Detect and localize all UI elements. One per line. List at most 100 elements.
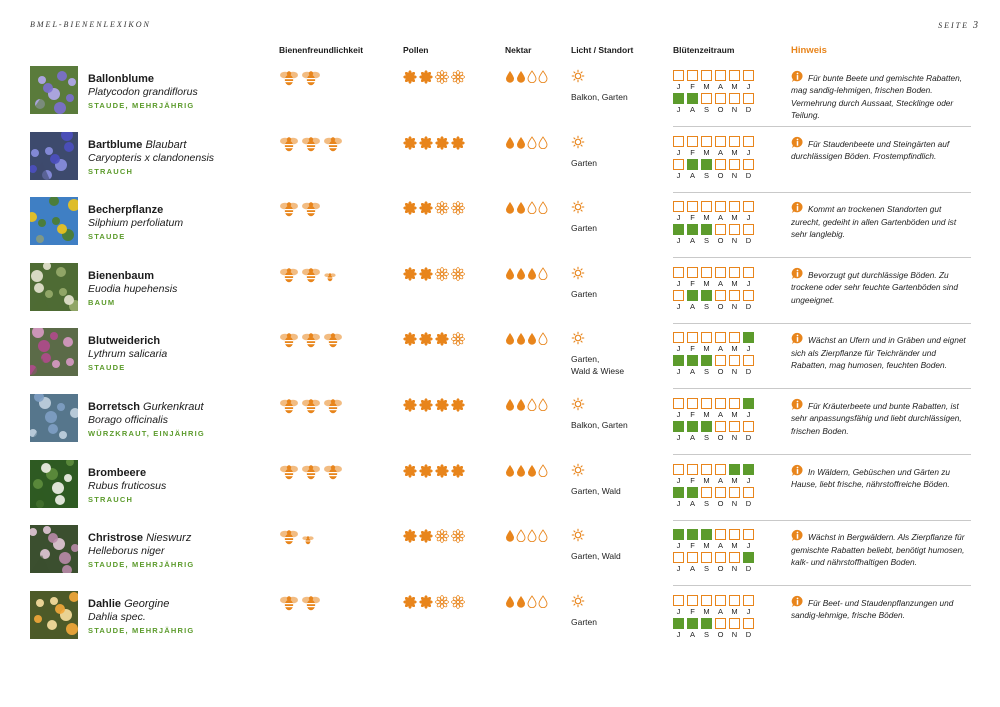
plant-type: STAUDE, MEHRJÄHRIG xyxy=(88,101,195,110)
info-bubble-icon xyxy=(791,529,804,542)
month-label: A xyxy=(689,170,695,180)
bloom-month-cell xyxy=(743,201,754,213)
bee-rating xyxy=(279,527,315,547)
location-line: Balkon, Garten xyxy=(571,420,628,430)
month-label: A xyxy=(689,301,695,311)
sun-icon xyxy=(571,331,585,345)
pollen-flower-icon xyxy=(435,398,449,412)
month-label: M xyxy=(703,475,710,485)
month-label: A xyxy=(689,236,695,246)
bloom-month-cell xyxy=(743,93,754,104)
bloom-month-cell xyxy=(729,529,740,541)
nectar-drop-outline-icon xyxy=(538,135,548,149)
bee-rating xyxy=(279,462,343,482)
hint-text: Für Kräuterbeete und bunte Rabatten, ist… xyxy=(791,398,969,437)
bloom-month-cell xyxy=(673,266,684,278)
pollen-rating xyxy=(403,332,465,347)
month-label: D xyxy=(745,301,752,311)
column-header-pollen: Pollen xyxy=(403,45,429,55)
month-label: J xyxy=(676,629,681,639)
bloom-month-cell xyxy=(673,201,684,213)
bloom-month-cell xyxy=(743,289,754,301)
bloom-month-cell xyxy=(743,224,754,236)
bloom-month-cell xyxy=(743,135,754,147)
bloom-month-cell xyxy=(687,398,698,409)
bloom-month-cell xyxy=(701,617,712,629)
plant-names: Ballonblume Platycodon grandiflorus STAU… xyxy=(88,73,268,110)
bloom-month-cell xyxy=(715,224,726,236)
nectar-drop-outline-icon xyxy=(538,201,548,215)
bloom-month-cell xyxy=(701,529,712,541)
pollen-rating xyxy=(403,594,465,609)
sun-icon xyxy=(571,397,585,411)
nectar-drop-icon xyxy=(505,332,515,346)
bloom-month-cell xyxy=(715,594,726,606)
bloom-month-cell xyxy=(673,158,684,170)
nectar-drop-icon xyxy=(516,398,526,411)
bloom-row-jan-jun xyxy=(673,332,773,344)
month-label: J xyxy=(746,606,751,616)
hint-text: Für bunte Beete und gemischte Rabatten, … xyxy=(791,70,969,122)
bee-rating xyxy=(279,265,337,285)
plant-name-text: Ballonblume xyxy=(88,73,155,85)
bee-icon xyxy=(301,332,321,348)
plant-common-name: Brombeere xyxy=(88,467,268,480)
bloom-month-cell xyxy=(743,421,754,432)
bloom-row-jul-dec xyxy=(673,158,773,170)
month-label: O xyxy=(717,105,724,114)
nectar-rating xyxy=(505,332,548,346)
bloom-month-cell xyxy=(701,224,712,236)
sun-icon xyxy=(571,594,585,608)
column-header-light: Licht / Standort xyxy=(571,45,634,55)
month-label: J xyxy=(676,82,681,91)
row-divider xyxy=(673,322,971,324)
location-line: Wald & Wiese xyxy=(571,366,625,377)
month-label: M xyxy=(731,344,738,354)
bee-small-icon xyxy=(323,269,337,282)
plant-names: Blutweiderich Lythrum salicaria STAUDE xyxy=(88,335,268,372)
info-bubble-icon xyxy=(791,464,804,477)
plant-latin-name: Euodia hupehensis xyxy=(88,282,178,295)
bloom-month-cell xyxy=(673,463,684,475)
bee-icon xyxy=(279,70,299,86)
bee-icon xyxy=(323,398,343,414)
month-label: J xyxy=(676,541,681,551)
pollen-rating xyxy=(403,398,465,412)
month-label: M xyxy=(731,213,738,223)
bloom-month-cell xyxy=(743,70,754,81)
location-line: Garten, Wald xyxy=(571,551,621,562)
month-label: M xyxy=(731,147,738,157)
location-line: Garten xyxy=(571,288,597,299)
location: Garten xyxy=(571,616,597,628)
hint-text: Für Staudenbeete und Steingärten auf dur… xyxy=(791,136,969,163)
pollen-flower-icon xyxy=(403,463,417,478)
bloom-row-jul-dec xyxy=(673,552,773,564)
row-divider xyxy=(673,257,971,259)
pollen-rating xyxy=(403,70,465,84)
month-label: F xyxy=(690,344,695,354)
location: Balkon, Garten xyxy=(571,419,628,431)
bloom-month-cell xyxy=(673,398,684,409)
row-divider xyxy=(673,519,971,521)
month-label: J xyxy=(676,170,681,180)
month-label: M xyxy=(731,606,738,616)
month-label: J xyxy=(676,433,681,442)
month-label: J xyxy=(746,213,751,223)
bloom-month-cell xyxy=(701,486,712,498)
month-label: M xyxy=(703,344,710,354)
pollen-flower-outline-icon xyxy=(435,594,449,609)
nectar-drop-icon xyxy=(516,70,526,83)
plant-name-text: Borretsch xyxy=(88,401,140,413)
table-row: Brombeere Rubus fruticosus STRAUCH Garte… xyxy=(0,459,1000,525)
nectar-drop-icon xyxy=(505,70,515,83)
bloom-month-cell xyxy=(729,552,740,564)
bee-icon xyxy=(301,464,321,480)
nectar-drop-outline-icon xyxy=(538,267,548,280)
pollen-flower-icon xyxy=(419,332,433,347)
month-label: F xyxy=(690,213,695,223)
bloom-month-cell xyxy=(673,289,684,301)
